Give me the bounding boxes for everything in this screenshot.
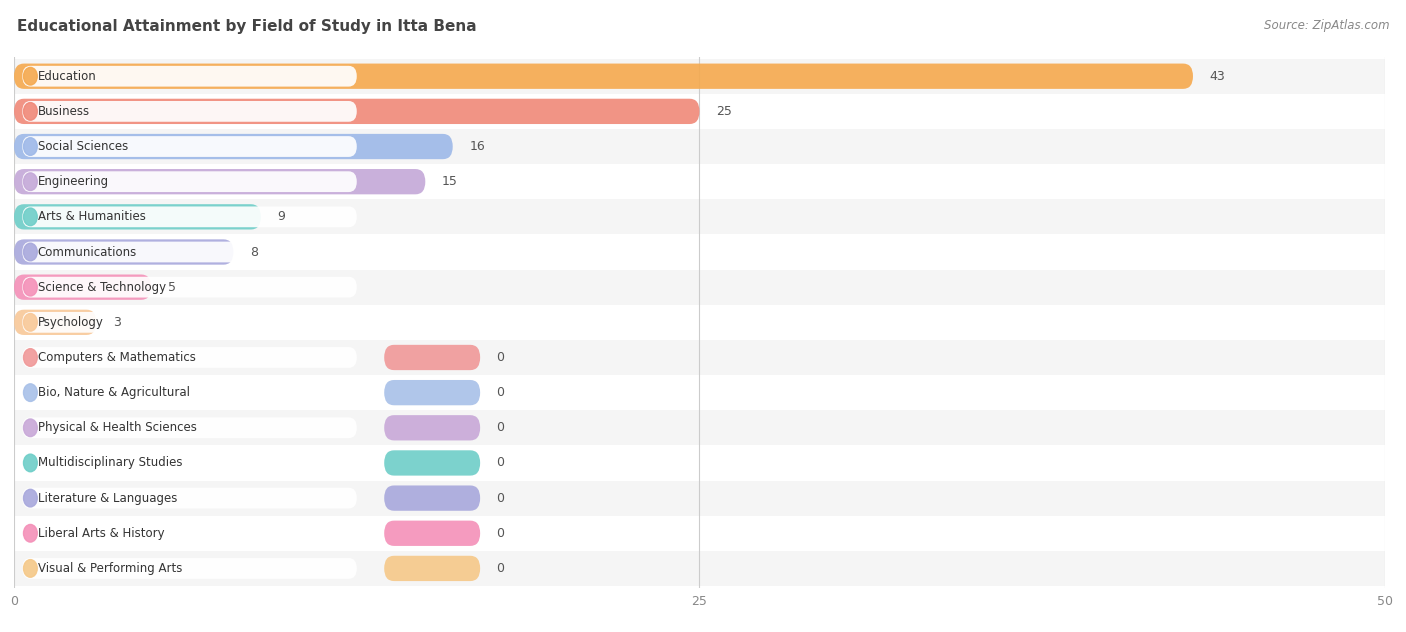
FancyBboxPatch shape xyxy=(22,347,357,368)
Text: Education: Education xyxy=(38,70,97,83)
FancyBboxPatch shape xyxy=(14,129,1385,164)
Text: 0: 0 xyxy=(496,456,505,470)
FancyBboxPatch shape xyxy=(14,310,96,335)
FancyBboxPatch shape xyxy=(14,94,1385,129)
Text: Visual & Performing Arts: Visual & Performing Arts xyxy=(38,562,181,575)
FancyBboxPatch shape xyxy=(22,101,357,122)
FancyBboxPatch shape xyxy=(22,207,357,228)
FancyBboxPatch shape xyxy=(384,380,481,405)
Circle shape xyxy=(24,173,37,190)
FancyBboxPatch shape xyxy=(14,99,700,124)
Circle shape xyxy=(24,243,37,261)
Text: Communications: Communications xyxy=(38,245,136,258)
Circle shape xyxy=(24,525,37,542)
FancyBboxPatch shape xyxy=(22,312,357,332)
Text: Social Sciences: Social Sciences xyxy=(38,140,128,153)
Circle shape xyxy=(24,384,37,401)
Text: 0: 0 xyxy=(496,492,505,504)
Text: Science & Technology: Science & Technology xyxy=(38,281,166,294)
FancyBboxPatch shape xyxy=(14,64,1192,89)
Text: 25: 25 xyxy=(716,105,731,118)
Text: 15: 15 xyxy=(441,175,457,188)
FancyBboxPatch shape xyxy=(14,340,1385,375)
Text: Psychology: Psychology xyxy=(38,316,104,329)
Text: Source: ZipAtlas.com: Source: ZipAtlas.com xyxy=(1264,19,1389,32)
FancyBboxPatch shape xyxy=(14,274,152,300)
FancyBboxPatch shape xyxy=(14,59,1385,94)
FancyBboxPatch shape xyxy=(14,480,1385,516)
Text: Business: Business xyxy=(38,105,90,118)
FancyBboxPatch shape xyxy=(14,410,1385,446)
FancyBboxPatch shape xyxy=(14,270,1385,305)
Text: Physical & Health Sciences: Physical & Health Sciences xyxy=(38,422,197,434)
Circle shape xyxy=(24,208,37,226)
FancyBboxPatch shape xyxy=(14,305,1385,340)
FancyBboxPatch shape xyxy=(22,558,357,579)
Text: 0: 0 xyxy=(496,422,505,434)
Circle shape xyxy=(24,419,37,437)
FancyBboxPatch shape xyxy=(22,382,357,403)
FancyBboxPatch shape xyxy=(14,234,1385,270)
FancyBboxPatch shape xyxy=(22,488,357,509)
FancyBboxPatch shape xyxy=(14,164,1385,199)
Text: 0: 0 xyxy=(496,351,505,364)
Text: 16: 16 xyxy=(470,140,485,153)
Text: 9: 9 xyxy=(277,210,285,223)
Text: Literature & Languages: Literature & Languages xyxy=(38,492,177,504)
Text: Multidisciplinary Studies: Multidisciplinary Studies xyxy=(38,456,183,470)
Circle shape xyxy=(24,454,37,471)
Text: Liberal Arts & History: Liberal Arts & History xyxy=(38,526,165,540)
Text: 8: 8 xyxy=(250,245,257,258)
Circle shape xyxy=(24,559,37,577)
FancyBboxPatch shape xyxy=(22,277,357,298)
Text: 3: 3 xyxy=(112,316,121,329)
Text: Bio, Nature & Agricultural: Bio, Nature & Agricultural xyxy=(38,386,190,399)
FancyBboxPatch shape xyxy=(22,417,357,438)
FancyBboxPatch shape xyxy=(384,415,481,441)
FancyBboxPatch shape xyxy=(14,375,1385,410)
Text: Arts & Humanities: Arts & Humanities xyxy=(38,210,146,223)
FancyBboxPatch shape xyxy=(22,171,357,192)
FancyBboxPatch shape xyxy=(384,345,481,370)
Circle shape xyxy=(24,102,37,120)
Circle shape xyxy=(24,278,37,296)
FancyBboxPatch shape xyxy=(14,240,233,265)
Text: 0: 0 xyxy=(496,526,505,540)
Circle shape xyxy=(24,138,37,155)
FancyBboxPatch shape xyxy=(22,241,357,262)
FancyBboxPatch shape xyxy=(384,521,481,546)
FancyBboxPatch shape xyxy=(22,66,357,87)
FancyBboxPatch shape xyxy=(22,136,357,157)
Circle shape xyxy=(24,349,37,367)
FancyBboxPatch shape xyxy=(384,450,481,476)
Circle shape xyxy=(24,313,37,331)
FancyBboxPatch shape xyxy=(14,199,1385,234)
Text: 0: 0 xyxy=(496,562,505,575)
FancyBboxPatch shape xyxy=(22,453,357,473)
Text: Computers & Mathematics: Computers & Mathematics xyxy=(38,351,195,364)
Text: 0: 0 xyxy=(496,386,505,399)
Circle shape xyxy=(24,489,37,507)
FancyBboxPatch shape xyxy=(14,204,262,229)
FancyBboxPatch shape xyxy=(384,485,481,511)
Text: 5: 5 xyxy=(167,281,176,294)
Text: Engineering: Engineering xyxy=(38,175,108,188)
FancyBboxPatch shape xyxy=(22,523,357,544)
Circle shape xyxy=(24,68,37,85)
FancyBboxPatch shape xyxy=(14,551,1385,586)
Text: 43: 43 xyxy=(1209,70,1225,83)
Text: Educational Attainment by Field of Study in Itta Bena: Educational Attainment by Field of Study… xyxy=(17,19,477,34)
FancyBboxPatch shape xyxy=(384,556,481,581)
FancyBboxPatch shape xyxy=(14,446,1385,480)
FancyBboxPatch shape xyxy=(14,134,453,159)
FancyBboxPatch shape xyxy=(14,516,1385,551)
FancyBboxPatch shape xyxy=(14,169,425,195)
